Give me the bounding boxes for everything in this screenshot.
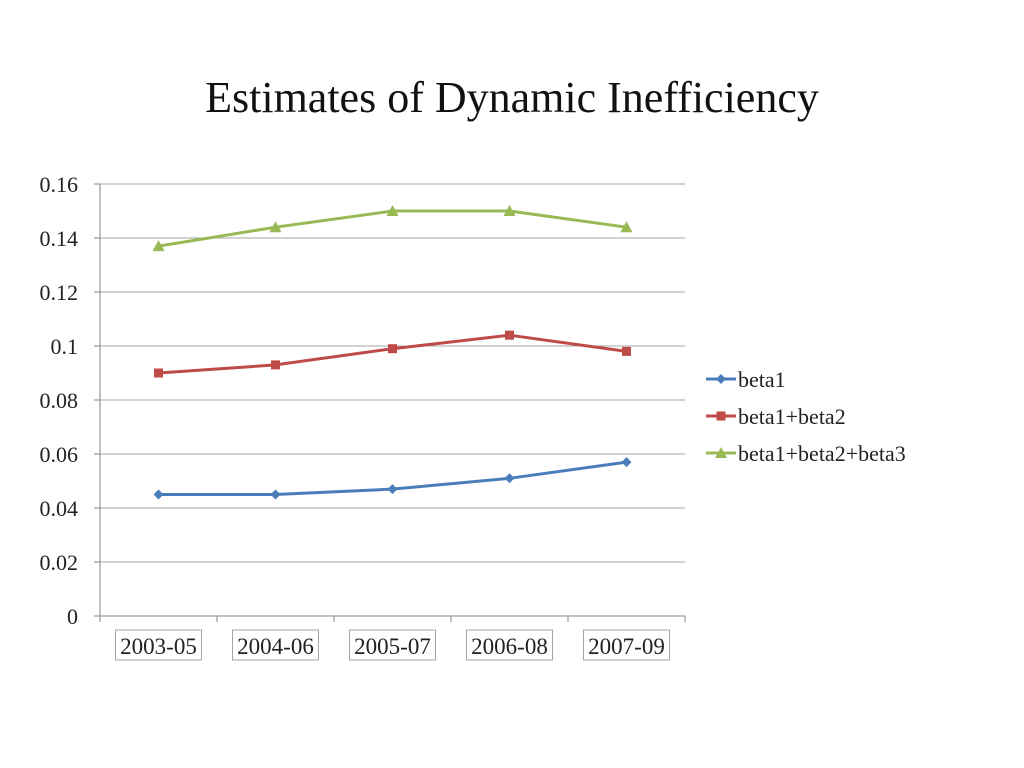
x-tick-label-box — [115, 629, 202, 661]
data-point-diamond — [153, 489, 164, 500]
series-lines — [152, 205, 633, 500]
x-tick-label-box — [583, 629, 670, 661]
data-point-diamond — [716, 374, 726, 384]
data-point-square — [716, 411, 726, 421]
x-tick-label-box — [466, 629, 553, 661]
data-point-square — [154, 368, 163, 378]
x-tick-label: 2003-05 — [120, 634, 197, 659]
legend-label: beta1+beta2+beta3 — [738, 441, 906, 466]
y-tick-label: 0.02 — [40, 550, 79, 575]
data-point-diamond — [504, 473, 515, 484]
y-tick-label: 0.14 — [40, 226, 79, 251]
slide-title: Estimates of Dynamic Inefficiency — [205, 73, 819, 122]
data-point-triangle — [715, 447, 727, 458]
x-tick-label-box — [349, 629, 436, 661]
y-tick-label: 0.06 — [40, 442, 79, 467]
series-line — [158, 209, 627, 248]
y-tick-label: 0.04 — [40, 496, 79, 521]
series-beta1-plus-beta2-plus-beta3 — [152, 205, 633, 252]
legend-label: beta1 — [738, 367, 786, 392]
data-point-square — [622, 346, 631, 356]
data-point-diamond — [621, 457, 632, 468]
gridlines — [100, 183, 685, 563]
data-point-diamond — [387, 484, 398, 495]
legend-label: beta1+beta2 — [738, 404, 846, 429]
data-point-triangle — [620, 221, 633, 233]
legend-item: beta1+beta2 — [706, 404, 846, 429]
data-point-triangle — [152, 240, 165, 252]
axes: 0 0.02 0.04 0.06 0.08 0.1 0.12 0.14 0.16 2003-05 2… — [40, 172, 686, 661]
x-tick-label: 2007-09 — [588, 634, 665, 659]
legend-item: beta1 — [706, 367, 786, 392]
series-beta1 — [153, 457, 632, 500]
series-line — [158, 333, 627, 375]
y-tick-label: 0.16 — [40, 172, 79, 197]
x-tick-label-box — [232, 629, 319, 661]
series-beta1-plus-beta2 — [154, 330, 631, 378]
data-point-triangle — [386, 205, 399, 216]
y-tick-label: 0 — [67, 604, 78, 629]
data-point-square — [271, 360, 280, 370]
data-point-square — [505, 330, 514, 340]
data-point-triangle — [269, 221, 282, 233]
x-tick-label: 2005-07 — [354, 634, 431, 659]
y-tick-label: 0.1 — [51, 334, 79, 359]
y-tick-label: 0.08 — [40, 388, 79, 413]
legend-item: beta1+beta2+beta3 — [706, 441, 906, 466]
data-point-diamond — [270, 489, 281, 500]
x-tick-label: 2006-08 — [471, 634, 548, 659]
x-tick-label: 2004-06 — [237, 634, 314, 659]
data-point-triangle — [503, 205, 516, 216]
y-tick-label: 0.12 — [40, 280, 79, 305]
data-point-square — [388, 344, 397, 354]
legend: beta1 beta1+beta2 beta1+beta2+beta3 — [706, 367, 906, 466]
